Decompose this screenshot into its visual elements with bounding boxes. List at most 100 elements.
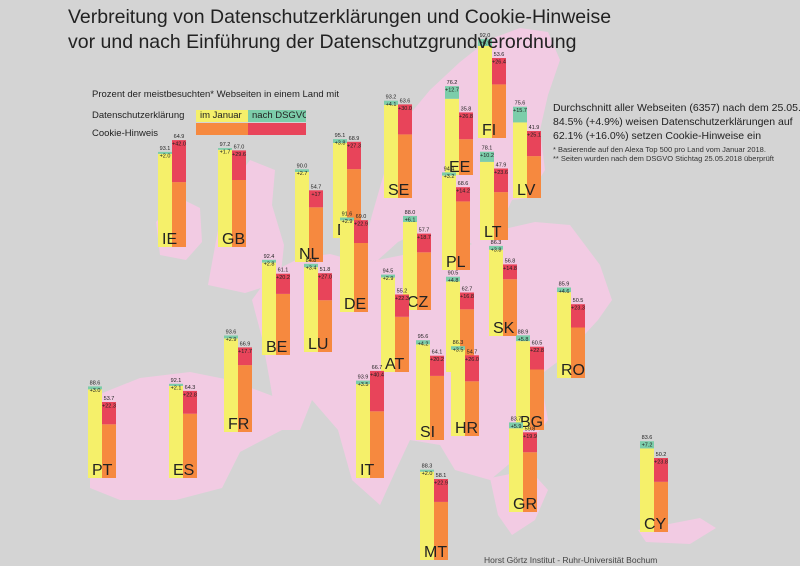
bar-privacy-delta-gr (509, 422, 523, 429)
label-privacy-jan-si: 95.6 (418, 334, 429, 340)
bar-cookie-jan-se (398, 134, 412, 198)
country-label-es: ES (173, 462, 194, 479)
label-privacy-jan-mt: 88.3 (422, 464, 433, 470)
bar-privacy-delta-fr (224, 335, 238, 339)
label-privacy-jan-ie: 93.1 (160, 146, 171, 152)
summary-line-2: 84.5% (+4.9%) weisen Datenschutzerklärun… (553, 116, 793, 128)
bar-cookie-delta-se (398, 104, 412, 135)
chart-title-line-2: vor und nach Einführung der Datenschutzg… (68, 31, 577, 53)
bar-privacy-jan-lv (513, 122, 527, 198)
bar-cookie-delta-lt (494, 168, 508, 193)
country-label-nl: NL (299, 246, 320, 263)
country-label-at: AT (385, 356, 404, 373)
bar-privacy-delta-cy (640, 441, 654, 449)
label-cookie-delta-ie: +42.0 (172, 142, 186, 148)
country-label-lt: LT (484, 224, 502, 241)
bar-privacy-jan-sk (489, 249, 503, 336)
bar-group-nl: 90.0 +2.7 54.7 +17 NL (295, 163, 323, 263)
bar-group-pt: 88.6 +3.053.7 +22.3 PT (88, 380, 116, 479)
bar-privacy-jan-lu (304, 267, 318, 352)
bar-cookie-delta-si (430, 355, 444, 376)
country-label-se: SE (388, 182, 409, 199)
bar-group-ee: 76.2 +12.7 35.8 +26.8 EE (445, 80, 473, 176)
bar-privacy-jan-mt (420, 471, 434, 560)
bar-cookie-jan-lu (318, 300, 332, 352)
bar-cookie-delta-hr (465, 355, 479, 382)
bar-cookie-delta-bg (530, 346, 544, 370)
label-cookie-jan-gr: 59.8 (525, 426, 536, 432)
bar-privacy-jan-ee (445, 98, 459, 175)
label-privacy-delta-de: +2.9 (342, 219, 353, 225)
bar-cookie-delta-cz (417, 233, 431, 253)
bar-privacy-jan-it (356, 384, 370, 478)
bar-cookie-delta-dk (347, 141, 361, 170)
bar-cookie-jan-hr (465, 381, 479, 436)
country-label-ie: IE (162, 231, 177, 248)
label-privacy-jan-fi: 92.0 (480, 33, 491, 39)
label-privacy-jan-lt: 78.1 (482, 146, 493, 152)
bar-cookie-delta-be (276, 273, 290, 294)
label-cookie-jan-cy: 50.2 (656, 452, 667, 458)
label-privacy-jan-bg: 88.9 (518, 329, 529, 335)
label-cookie-delta-nl: +17 (311, 192, 320, 198)
label-privacy-jan-se: 93.2 (386, 95, 397, 101)
bar-cookie-jan-de (354, 243, 368, 312)
label-cookie-jan-gb: 67.0 (234, 144, 245, 150)
label-privacy-jan-lu: 84.8 (306, 258, 317, 264)
label-privacy-delta-cy: +7.2 (642, 443, 653, 449)
bar-privacy-delta-ro (557, 287, 571, 293)
bar-privacy-delta-ie (158, 151, 172, 154)
bar-group-se: 93.2+4.163.6 +30.0 SE (384, 95, 412, 199)
legend-row-privacy: Datenschutzerklärung (92, 110, 185, 121)
bar-cookie-jan-mt (434, 501, 448, 560)
label-privacy-jan-hu: 90.5 (448, 271, 459, 277)
bar-cookie-delta-lu (318, 273, 332, 301)
bar-cookie-delta-hu (460, 292, 474, 310)
label-cookie-jan-lu: 51.8 (320, 267, 331, 273)
bar-cookie-delta-mt (434, 479, 448, 502)
label-privacy-delta-bg: +5.8 (518, 337, 529, 343)
bar-cookie-delta-fi (492, 58, 506, 85)
label-cookie-delta-lt: +23.6 (494, 170, 508, 176)
label-privacy-delta-pt: +3.0 (90, 388, 101, 394)
label-cookie-jan-se: 63.6 (400, 98, 411, 104)
label-privacy-jan-at: 94.5 (383, 269, 394, 275)
label-privacy-delta-lt: +10.2 (480, 153, 494, 159)
bar-cookie-jan-bg (530, 369, 544, 430)
bar-cookie-delta-gb (232, 150, 246, 180)
country-label-fr: FR (228, 416, 249, 433)
label-cookie-jan-nl: 54.7 (311, 184, 322, 190)
bar-group-lv: 75.6+15.7 41.9 +25.1 LV (513, 101, 541, 199)
label-privacy-jan-lv: 75.6 (515, 101, 526, 107)
bar-group-es: 92.1+2.1 64.3+22.8 ES (169, 378, 197, 479)
country-label-de: DE (344, 296, 366, 313)
bar-privacy-delta-pt (88, 386, 102, 390)
chart-title-line-1: Verbreitung von Datenschutzerklärungen u… (68, 6, 612, 28)
bar-group-cz: 88.0+6.157.7+18.7 CZ (403, 210, 431, 311)
label-privacy-delta-hu: +4.8 (448, 278, 459, 284)
legend-row-cookie: Cookie-Hinweis (92, 128, 158, 139)
label-privacy-delta-gr: +5.9 (511, 424, 522, 430)
label-cookie-jan-dk: 68.9 (349, 136, 360, 142)
label-cookie-delta-gb: +29.6 (232, 152, 246, 158)
bar-privacy-delta-es (169, 383, 183, 386)
bar-privacy-jan-lt (480, 161, 494, 240)
bar-group-lt: 78.1+10.247.9+23.6 LT (480, 146, 508, 241)
bar-privacy-delta-lv (513, 106, 527, 123)
legend-swatch-privacy-before: im Januar (196, 110, 248, 122)
bar-cookie-delta-de (354, 220, 368, 243)
bar-cookie-jan-ie (172, 182, 186, 247)
label-privacy-delta-ie: +2.0 (160, 153, 171, 159)
label-privacy-delta-gb: +1.7 (220, 150, 231, 156)
label-cookie-delta-si: +20.2 (430, 357, 444, 363)
bar-cookie-delta-sk (503, 264, 517, 280)
bar-privacy-delta-mt (420, 469, 434, 472)
bar-privacy-jan-hr (451, 349, 465, 436)
label-privacy-delta-se: +4.1 (386, 102, 397, 108)
bar-privacy-jan-gb (218, 149, 232, 247)
label-privacy-jan-hr: 86.3 (453, 340, 464, 346)
legend-swatch-privacy-after: nach DSGVO (248, 110, 306, 122)
bar-privacy-jan-dk (333, 142, 347, 238)
label-privacy-delta-si: +4.2 (418, 342, 429, 348)
bar-group-ro: 85.9+4.650.5 +23.3 RO (557, 282, 585, 379)
